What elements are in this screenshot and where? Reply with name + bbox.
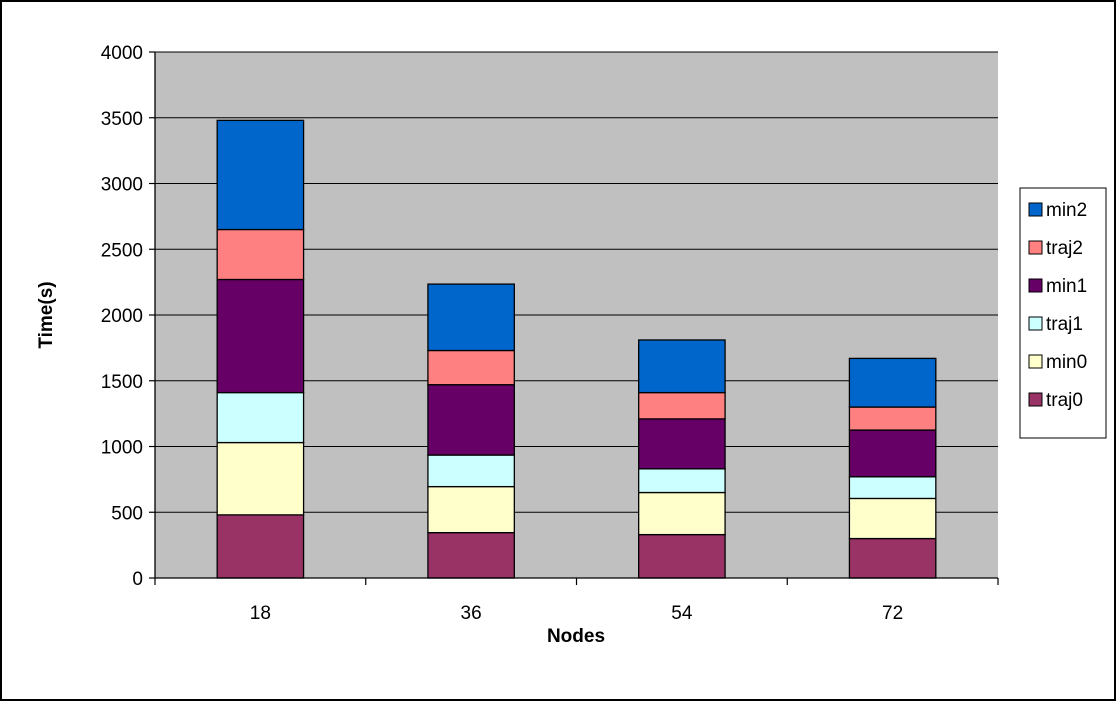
legend-item-min1: min1 [1028, 276, 1087, 297]
legend-item-min0: min0 [1028, 352, 1087, 373]
legend-swatch-min1 [1028, 278, 1043, 293]
legend-label-min2: min2 [1046, 200, 1087, 221]
y-tick-label: 500 [111, 503, 143, 524]
y-tick-label: 3500 [101, 109, 143, 130]
y-tick-label: 2000 [101, 306, 143, 327]
legend-swatch-traj0 [1028, 392, 1043, 407]
y-tick-label: 2500 [101, 240, 143, 261]
legend-swatch-min0 [1028, 354, 1043, 369]
y-tick-label: 1000 [101, 438, 143, 459]
legend-label-traj2: traj2 [1046, 238, 1083, 259]
legend-item-min2: min2 [1028, 200, 1087, 221]
legend-swatch-min2 [1028, 202, 1043, 217]
legend-item-traj2: traj2 [1028, 238, 1083, 259]
y-tick-label: 1500 [101, 372, 143, 393]
bar-segment-traj2-72 [848, 406, 937, 431]
bar-segment-min1-72 [848, 429, 937, 478]
bar-segment-traj0-18 [216, 514, 305, 579]
bar-segment-min1-36 [427, 384, 515, 456]
legend: min2 traj2 min1 traj1 min0 traj0 [1019, 187, 1107, 439]
bar-segment-min2-18 [216, 119, 305, 231]
bar-segment-traj1-72 [848, 476, 937, 500]
y-tick-label: 0 [132, 569, 143, 590]
bar-segment-min2-36 [427, 283, 515, 352]
legend-item-traj0: traj0 [1028, 390, 1083, 411]
axes [149, 51, 999, 585]
legend-label-min0: min0 [1046, 352, 1087, 373]
bar-segment-min2-72 [848, 357, 937, 408]
bar-segment-min2-54 [638, 339, 726, 394]
legend-label-traj0: traj0 [1046, 390, 1083, 411]
bar-segment-traj0-72 [848, 537, 937, 579]
y-tick-label: 4000 [101, 43, 143, 64]
x-tick-label: 36 [461, 603, 482, 624]
legend-label-min1: min1 [1046, 276, 1087, 297]
bar-segment-min0-36 [427, 485, 515, 534]
bar-segment-traj2-18 [216, 228, 305, 281]
legend-label-traj1: traj1 [1046, 314, 1083, 335]
x-tick-labels: 18 36 54 72 [250, 603, 903, 624]
bar-segment-min1-54 [638, 418, 726, 470]
x-tick-label: 18 [250, 603, 271, 624]
y-tick-label: 3000 [101, 175, 143, 196]
x-axis-label: Nodes [547, 626, 605, 647]
x-tick-label: 54 [671, 603, 693, 624]
legend-item-traj1: traj1 [1028, 314, 1083, 335]
bar-segment-min0-54 [638, 491, 726, 536]
bar-segment-min1-18 [216, 278, 305, 394]
legend-swatch-traj1 [1028, 316, 1043, 331]
bar-segment-min0-18 [216, 441, 305, 516]
bar-segment-traj1-18 [216, 391, 305, 444]
bar-segment-traj0-54 [638, 533, 726, 579]
bar-segment-traj2-54 [638, 391, 726, 420]
bar-segment-traj1-54 [638, 468, 726, 494]
bar-segment-traj2-36 [427, 349, 515, 386]
y-tick-labels: 0 500 1000 1500 2000 2500 3000 3500 4000 [101, 43, 143, 590]
legend-swatch-traj2 [1028, 240, 1043, 255]
bars [216, 119, 937, 579]
y-axis-label: Time(s) [36, 281, 57, 348]
x-tick-label: 72 [882, 603, 903, 624]
bar-segment-min0-72 [848, 497, 937, 540]
bar-segment-traj1-36 [427, 454, 515, 488]
bar-segment-traj0-36 [427, 531, 515, 579]
